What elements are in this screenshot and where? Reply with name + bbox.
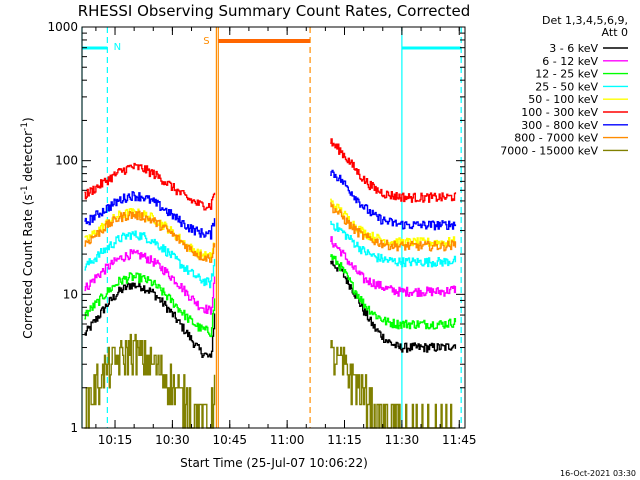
x-tick-label-4: 11:15 <box>327 433 362 447</box>
y-label-sup-1: -1 <box>20 185 30 194</box>
series-line-2-seg-0 <box>84 272 216 338</box>
series-line-1-seg-1 <box>330 236 457 297</box>
y-label-part-1: Corrected Count Rate (s <box>21 194 35 338</box>
legend-header-2: Att 0 <box>602 26 628 39</box>
chart-title: RHESSI Observing Summary Count Rates, Co… <box>78 2 471 20</box>
y-tick-layer: 1 10 100 1000 <box>47 20 465 435</box>
legend-label-6: 300 - 800 keV <box>521 119 598 132</box>
flag-layer: NS <box>114 36 210 53</box>
x-tick-layer: 10:15 10:30 10:45 11:00 11:15 11:30 11:45 <box>95 27 477 447</box>
timestamp: 16-Oct-2021 03:30 <box>560 469 636 478</box>
series-line-1-seg-0 <box>84 249 216 315</box>
axes-layer <box>81 26 466 429</box>
series-line-2-seg-1 <box>330 254 457 330</box>
series-5 <box>84 138 457 211</box>
x-tick-label-0: 10:15 <box>98 433 133 447</box>
plot-frame <box>81 26 466 429</box>
y-label-part-3: ) <box>21 117 35 122</box>
legend-label-3: 25 - 50 keV <box>535 80 598 93</box>
y-label-sup-2: -1 <box>20 122 30 131</box>
series-0 <box>84 260 457 358</box>
flag-n: N <box>114 42 121 53</box>
y-tick-label-0: 1 <box>70 421 78 435</box>
y-label-part-2: detector <box>21 131 35 186</box>
legend-label-5: 100 - 300 keV <box>521 106 598 119</box>
y-tick-label-2: 100 <box>55 154 78 168</box>
legend-label-4: 50 - 100 keV <box>528 93 598 106</box>
series-line-0-seg-0 <box>84 281 216 358</box>
series-3 <box>84 220 457 289</box>
y-axis-label: Corrected Count Rate (s-1 detector-1) <box>20 117 35 338</box>
series-line-5-seg-1 <box>330 138 457 203</box>
legend-label-0: 3 - 6 keV <box>549 42 598 55</box>
x-axis-label: Start Time (25-Jul-07 10:06:22) <box>180 456 368 470</box>
x-tick-label-1: 10:30 <box>155 433 190 447</box>
series-2 <box>84 254 457 338</box>
x-tick-label-6: 11:45 <box>442 433 477 447</box>
y-tick-label-3: 1000 <box>47 20 78 34</box>
y-tick-label-1: 10 <box>63 287 78 301</box>
legend-label-1: 6 - 12 keV <box>542 55 598 68</box>
series-6 <box>84 169 457 240</box>
series-line-7-seg-1 <box>330 202 457 252</box>
series-1 <box>84 236 457 315</box>
legend-label-2: 12 - 25 keV <box>535 68 598 81</box>
flag-s: S <box>203 36 209 47</box>
series-line-6-seg-1 <box>330 169 457 231</box>
legend-label-7: 800 - 7000 keV <box>514 132 598 145</box>
x-tick-label-3: 11:00 <box>270 433 305 447</box>
series-line-5-seg-0 <box>84 162 216 211</box>
series-line-0-seg-1 <box>330 260 457 353</box>
series-7 <box>84 202 457 263</box>
series-line-6-seg-0 <box>84 191 216 240</box>
x-tick-label-5: 11:30 <box>385 433 420 447</box>
series-line-3-seg-1 <box>330 220 457 268</box>
series-line-3-seg-0 <box>84 230 216 289</box>
legend-label-8: 7000 - 15000 keV <box>500 144 598 157</box>
x-tick-label-2: 10:45 <box>212 433 247 447</box>
series-line-7-seg-0 <box>84 210 216 263</box>
legend-header-1: Det 1,3,4,5,6,9, <box>542 14 628 27</box>
